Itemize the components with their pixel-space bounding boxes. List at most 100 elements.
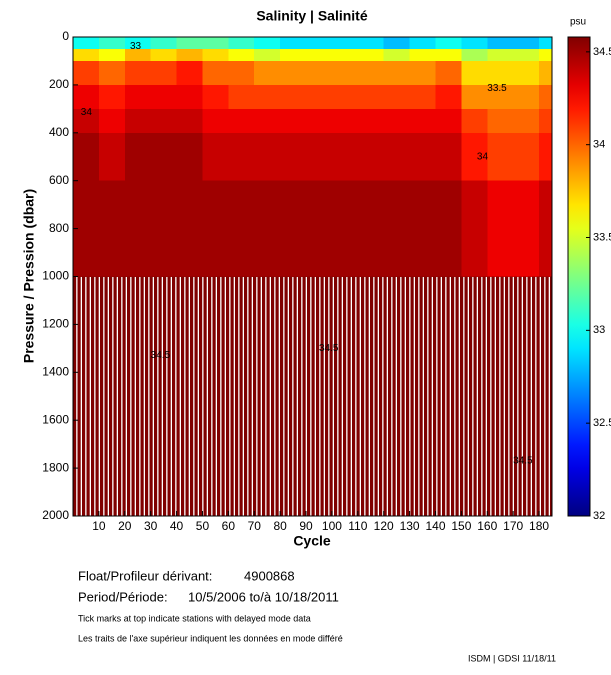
cell [280, 48, 307, 62]
credit: ISDM | GDSI 11/18/11 [468, 653, 556, 663]
cell [306, 180, 333, 277]
y-tick-label: 1200 [42, 317, 69, 331]
cell [228, 48, 255, 62]
float-id: 4900868 [244, 568, 295, 583]
cell [176, 48, 203, 62]
contour-label: 34.5 [151, 350, 171, 361]
contour-label: 34 [81, 107, 93, 118]
cell [254, 84, 281, 110]
cell [487, 84, 514, 110]
cell [357, 132, 385, 181]
cell [280, 276, 307, 517]
cell [409, 132, 436, 181]
float-label: Float/Profileur dérivant: [78, 568, 212, 583]
period: 10/5/2006 to/à 10/18/2011 [188, 589, 339, 604]
cell [357, 84, 385, 110]
x-tick-label: 90 [299, 519, 313, 533]
cell [98, 60, 126, 86]
cell [383, 48, 410, 62]
cell [150, 48, 177, 62]
x-tick-label: 120 [374, 519, 394, 533]
y-tick-label: 1800 [42, 460, 69, 474]
cell [383, 180, 410, 277]
cell [331, 37, 359, 50]
cell [280, 132, 307, 181]
x-tick-label: 110 [348, 519, 367, 533]
cell [539, 276, 553, 517]
colorbar-tick-label: 34 [593, 139, 605, 151]
cell [435, 84, 462, 110]
cell [487, 37, 514, 50]
cell [435, 48, 462, 62]
cell [409, 48, 436, 62]
cell [357, 60, 385, 86]
cell [202, 132, 229, 181]
cell [150, 276, 177, 517]
x-tick-label: 40 [170, 519, 184, 533]
cell [539, 60, 553, 86]
x-tick-label: 20 [118, 519, 132, 533]
cell [98, 276, 126, 517]
cell [228, 276, 255, 517]
cell [409, 84, 436, 110]
cell [306, 37, 333, 50]
cell [73, 60, 100, 86]
cell [202, 48, 229, 62]
contour-label: 34.5 [513, 456, 533, 467]
x-axis-label: Cycle [293, 533, 331, 549]
cell [435, 276, 462, 517]
cell [124, 84, 151, 110]
cell [383, 84, 410, 110]
cell [202, 60, 229, 86]
cell [73, 84, 100, 110]
cell [435, 180, 462, 277]
cell [357, 180, 385, 277]
cell [98, 48, 126, 62]
cell [254, 180, 281, 277]
cell [150, 37, 177, 50]
cell [539, 37, 553, 50]
y-tick-label: 400 [49, 125, 69, 139]
cell [331, 108, 359, 134]
cell [487, 108, 514, 134]
cell [124, 180, 151, 277]
cell [124, 37, 151, 50]
cell [228, 60, 255, 86]
cell [280, 180, 307, 277]
cell [124, 276, 151, 517]
cell [383, 60, 410, 86]
x-tick-label: 180 [529, 519, 549, 533]
cell [73, 48, 100, 62]
cell [409, 180, 436, 277]
cell [228, 108, 255, 134]
colorbar-tick-label: 33 [593, 324, 605, 336]
y-tick-label: 200 [49, 77, 69, 91]
cell [228, 132, 255, 181]
cell [383, 132, 410, 181]
cell [409, 108, 436, 134]
cell [461, 48, 488, 62]
cell [254, 48, 281, 62]
cell [435, 60, 462, 86]
cell [331, 48, 359, 62]
cell [461, 60, 488, 86]
cell [202, 84, 229, 110]
cell [306, 132, 333, 181]
y-tick-label: 1600 [42, 412, 69, 426]
cell [331, 132, 359, 181]
cell [331, 84, 359, 110]
cell [254, 60, 281, 86]
cell [409, 276, 436, 517]
cell [461, 37, 488, 50]
colorbar-tick-label: 32.5 [593, 417, 611, 429]
chart-title: Salinity | Salinité [256, 8, 367, 24]
cell [176, 180, 203, 277]
x-tick-label: 150 [451, 519, 471, 533]
cell [228, 37, 255, 50]
cell [228, 84, 255, 110]
y-tick-label: 1000 [42, 269, 69, 283]
cell [150, 84, 177, 110]
cell [254, 132, 281, 181]
cell [513, 48, 540, 62]
